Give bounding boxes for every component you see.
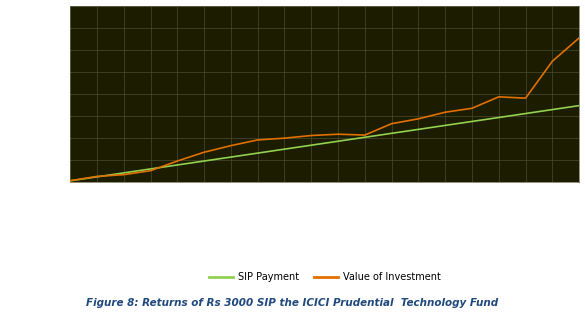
Legend: SIP Payment, Value of Investment: SIP Payment, Value of Investment	[205, 268, 445, 286]
Text: Figure 8: Returns of Rs 3000 SIP the ICICI Prudential  Technology Fund: Figure 8: Returns of Rs 3000 SIP the ICI…	[87, 298, 498, 308]
